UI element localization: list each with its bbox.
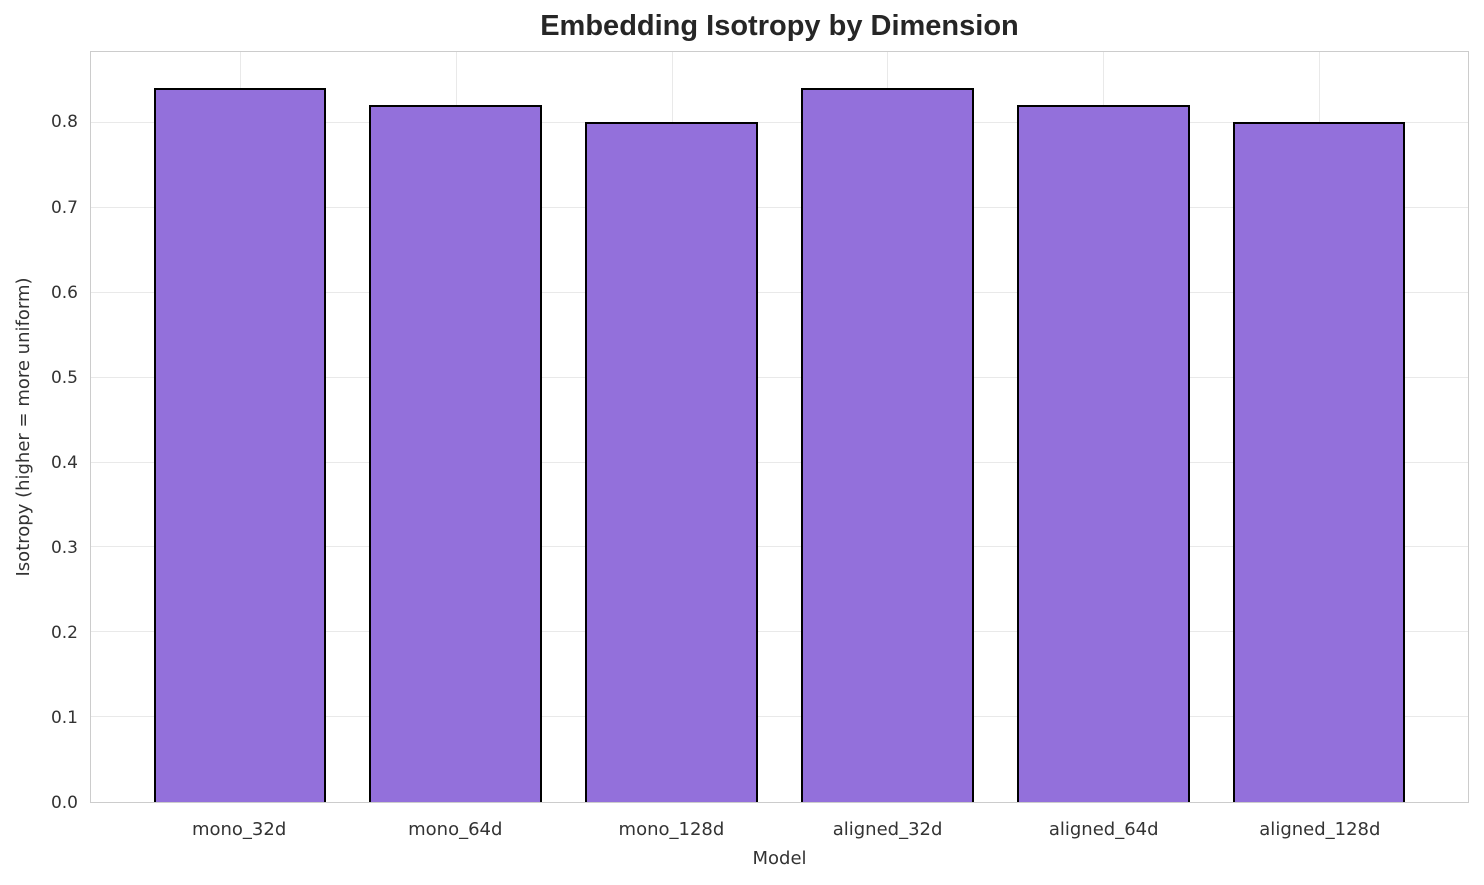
gridline-horizontal bbox=[91, 291, 1468, 293]
bar-mono_32d bbox=[153, 88, 327, 802]
y-tick-label: 0.1 bbox=[50, 707, 78, 728]
bar-aligned_32d bbox=[801, 88, 974, 802]
bar-mono_64d bbox=[369, 105, 543, 802]
x-axis-label: Model bbox=[752, 848, 807, 869]
y-tick-label: 0.3 bbox=[50, 537, 78, 558]
y-tick-label: 0.5 bbox=[50, 367, 78, 388]
gridline-horizontal bbox=[91, 716, 1468, 718]
bar-aligned_64d bbox=[1016, 105, 1190, 802]
gridline-horizontal bbox=[91, 546, 1468, 548]
x-tick-label: mono_64d bbox=[408, 819, 503, 840]
plot-area bbox=[90, 51, 1469, 803]
y-tick-label: 0.4 bbox=[50, 452, 78, 473]
bar-aligned_128d bbox=[1232, 121, 1406, 802]
chart-title: Embedding Isotropy by Dimension bbox=[540, 10, 1019, 42]
gridline-horizontal bbox=[91, 631, 1468, 633]
x-tick-label: aligned_128d bbox=[1259, 819, 1381, 840]
y-tick-label: 0.2 bbox=[50, 622, 78, 643]
x-tick-label: aligned_64d bbox=[1048, 819, 1159, 840]
y-axis-label-text: Isotropy (higher = more uniform) bbox=[13, 277, 34, 577]
y-tick-label: 0.6 bbox=[50, 282, 78, 303]
x-tick-label: mono_128d bbox=[618, 819, 725, 840]
y-tick-label: 0.8 bbox=[50, 112, 78, 133]
x-tick-label: aligned_32d bbox=[832, 819, 943, 840]
gridline-horizontal bbox=[91, 122, 1468, 124]
gridline-horizontal bbox=[91, 376, 1468, 378]
gridline-horizontal bbox=[91, 461, 1468, 463]
gridline-horizontal bbox=[91, 207, 1468, 209]
bar-mono_128d bbox=[585, 121, 758, 802]
y-tick-label: 0.0 bbox=[50, 793, 78, 813]
y-tick-label: 0.7 bbox=[50, 197, 78, 218]
x-tick-label: mono_32d bbox=[191, 819, 287, 840]
